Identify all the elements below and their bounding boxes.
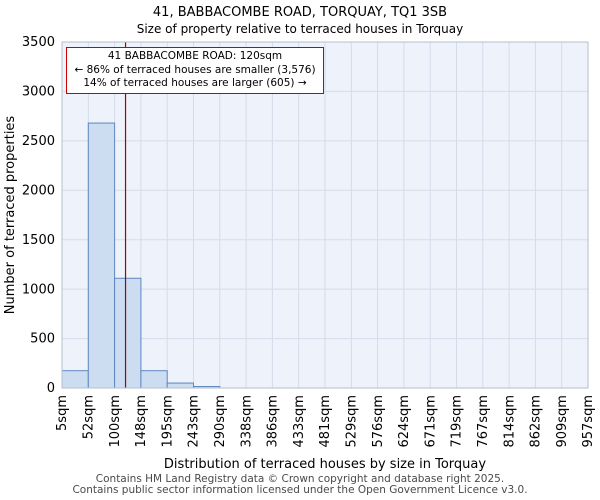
x-tick-label: 909sqm xyxy=(555,395,570,448)
x-tick-label: 148sqm xyxy=(134,395,149,448)
x-tick-label: 576sqm xyxy=(371,395,386,448)
x-axis-title: Distribution of terraced houses by size … xyxy=(164,457,486,472)
histogram-bar xyxy=(166,382,194,389)
chart-title: 41, BABBACOMBE ROAD, TORQUAY, TQ1 3SB xyxy=(152,5,448,20)
x-tick-label: 338sqm xyxy=(239,395,254,448)
y-tick-label: 3000 xyxy=(22,85,55,100)
x-tick-label: 624sqm xyxy=(397,395,412,448)
x-tick-label: 290sqm xyxy=(213,395,228,448)
y-tick-label: 0 xyxy=(47,381,55,396)
y-tick-label: 2000 xyxy=(22,183,55,198)
footer-attribution-line1: Contains HM Land Registry data © Crown c… xyxy=(95,473,505,486)
histogram-bar xyxy=(140,370,168,389)
x-tick-label: 481sqm xyxy=(318,395,333,448)
y-tick-label: 2500 xyxy=(22,134,55,149)
histogram-bar xyxy=(61,370,89,389)
footer-attribution-line2: Contains public sector information licen… xyxy=(72,484,528,497)
marker-annotation-box: 41 BABBACOMBE ROAD: 120sqm ← 86% of terr… xyxy=(66,47,324,94)
plot-frame xyxy=(61,41,589,389)
x-tick-label: 386sqm xyxy=(266,395,281,448)
x-tick-label: 862sqm xyxy=(529,395,544,448)
y-axis-title: Number of terraced properties xyxy=(3,116,18,315)
y-tick-label: 500 xyxy=(30,332,55,347)
histogram-bar xyxy=(114,277,142,389)
y-tick-label: 1000 xyxy=(22,282,55,297)
annotation-smaller-stat: ← 86% of terraced houses are smaller (3,… xyxy=(74,63,316,76)
x-tick-label: 195sqm xyxy=(160,395,175,448)
chart-subtitle: Size of property relative to terraced ho… xyxy=(136,22,464,36)
x-tick-label: 433sqm xyxy=(292,395,307,448)
annotation-property-size: 41 BABBACOMBE ROAD: 120sqm xyxy=(107,50,283,62)
x-tick-label: 767sqm xyxy=(476,395,491,448)
x-tick-label: 100sqm xyxy=(108,395,123,448)
y-tick-label: 3500 xyxy=(22,35,55,50)
x-tick-label: 529sqm xyxy=(344,395,359,448)
annotation-larger-stat: 14% of terraced houses are larger (605) … xyxy=(83,77,307,90)
x-tick-label: 243sqm xyxy=(187,395,202,448)
y-tick-label: 1500 xyxy=(22,233,55,248)
x-tick-label: 52sqm xyxy=(81,395,96,439)
x-tick-label: 5sqm xyxy=(55,395,70,431)
x-tick-label: 719sqm xyxy=(450,395,465,448)
x-tick-label: 671sqm xyxy=(423,395,438,448)
histogram-bar xyxy=(87,122,116,389)
x-tick-label: 957sqm xyxy=(581,395,596,448)
x-tick-label: 814sqm xyxy=(502,395,517,448)
